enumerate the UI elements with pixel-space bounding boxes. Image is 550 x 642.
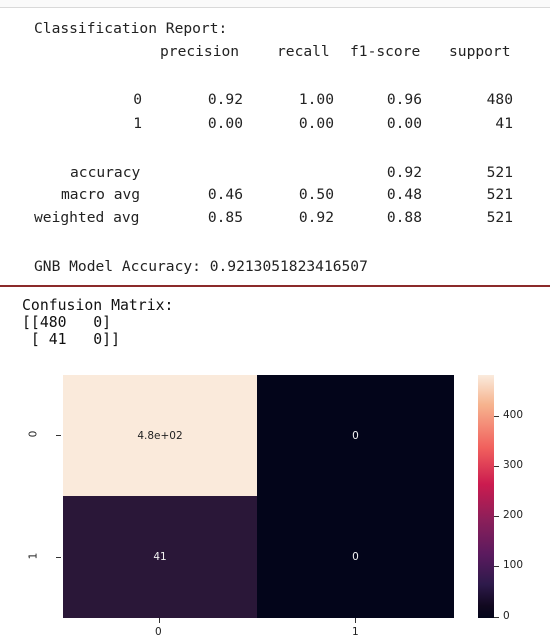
heatmap-cell-0-0: 4.8e+02 — [63, 375, 257, 496]
colorbar — [478, 375, 494, 618]
summary-support: 521 — [486, 186, 513, 203]
x-tick-mark — [355, 618, 356, 623]
heatmap-cell-1-1: 0 — [257, 496, 454, 618]
cell-annotation: 41 — [153, 551, 167, 563]
classification-report-output: Classification Report: precision recall … — [0, 8, 550, 284]
y-tick-mark — [56, 435, 61, 436]
row-support: 41 — [495, 115, 513, 132]
output-divider — [0, 285, 550, 287]
summary-support: 521 — [486, 164, 513, 181]
row-precision: 0.00 — [207, 115, 243, 132]
colorbar-tick-label: 400 — [503, 409, 524, 421]
row-recall: 0.00 — [298, 115, 334, 132]
y-tick-label: 0 — [27, 430, 40, 438]
summary-recall: 0.50 — [298, 186, 334, 203]
summary-support: 521 — [486, 209, 513, 226]
header-support: support — [449, 43, 511, 60]
row-label: 1 — [133, 115, 142, 132]
summary-f1: 0.88 — [386, 209, 422, 226]
colorbar-tick-label: 0 — [503, 610, 510, 622]
heatmap-cell-1-0: 41 — [63, 496, 257, 618]
colorbar-tick-label: 100 — [503, 559, 524, 571]
row-precision: 0.92 — [207, 91, 243, 108]
summary-f1: 0.92 — [386, 164, 422, 181]
confusion-matrix-output: Confusion Matrix: [[480 0] [ 41 0]] 4.8e… — [0, 288, 550, 642]
summary-recall: 0.92 — [298, 209, 334, 226]
matrix-line-2: [ 41 0]] — [22, 331, 120, 348]
summary-label: macro avg — [61, 186, 141, 203]
summary-f1: 0.48 — [386, 186, 422, 203]
confusion-title: Confusion Matrix: — [22, 297, 174, 314]
x-tick-label: 1 — [352, 626, 359, 638]
x-tick-mark — [159, 618, 160, 623]
x-tick-label: 0 — [155, 626, 162, 638]
row-f1: 0.00 — [386, 115, 422, 132]
colorbar-tick-mark — [494, 466, 499, 467]
summary-label: accuracy — [70, 164, 141, 181]
gnb-accuracy-line: GNB Model Accuracy: 0.9213051823416507 — [34, 258, 368, 275]
summary-precision: 0.46 — [207, 186, 243, 203]
row-recall: 1.00 — [298, 91, 334, 108]
summary-label: weighted avg — [34, 209, 140, 226]
header-f1-score: f1-score — [350, 43, 421, 60]
heatmap-cell-0-1: 0 — [257, 375, 454, 496]
matrix-line-1: [[480 0] — [22, 314, 112, 331]
cell-annotation: 0 — [352, 551, 359, 563]
y-tick-mark — [56, 557, 61, 558]
colorbar-tick-mark — [494, 617, 499, 618]
row-support: 480 — [486, 91, 513, 108]
header-recall: recall — [277, 43, 330, 60]
cell-annotation: 4.8e+02 — [137, 429, 183, 442]
header-precision: precision — [160, 43, 240, 60]
colorbar-tick-mark — [494, 566, 499, 567]
report-title: Classification Report: — [34, 20, 228, 37]
row-f1: 0.96 — [386, 91, 422, 108]
row-label: 0 — [133, 91, 142, 108]
cell-top-border — [0, 0, 550, 8]
y-tick-label: 1 — [27, 552, 40, 560]
colorbar-tick-label: 200 — [503, 509, 524, 521]
summary-precision: 0.85 — [207, 209, 243, 226]
colorbar-tick-mark — [494, 416, 499, 417]
cell-annotation: 0 — [352, 429, 359, 442]
colorbar-tick-label: 300 — [503, 459, 524, 471]
colorbar-tick-mark — [494, 516, 499, 517]
